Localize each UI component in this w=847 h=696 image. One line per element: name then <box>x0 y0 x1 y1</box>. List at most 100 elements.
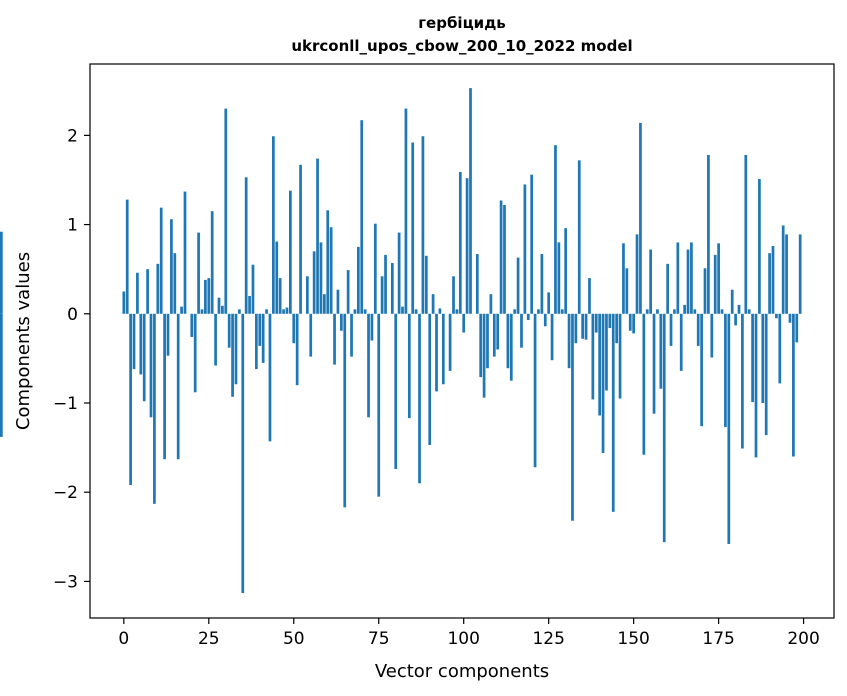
bar <box>622 243 625 314</box>
bar <box>693 309 697 314</box>
bar <box>452 276 455 314</box>
x-tick-label: 150 <box>617 629 649 649</box>
bar <box>557 242 561 314</box>
bar <box>533 313 537 468</box>
bar <box>367 313 370 418</box>
y-tick-label: −2 <box>53 483 78 503</box>
bar <box>771 245 775 314</box>
bar <box>441 313 445 385</box>
bar <box>421 136 425 314</box>
bar <box>156 263 160 314</box>
bar <box>717 243 720 314</box>
bar <box>656 309 659 314</box>
bar <box>683 304 686 314</box>
bar <box>635 234 639 314</box>
bar <box>628 313 632 331</box>
bar <box>200 309 204 314</box>
bar <box>455 309 459 314</box>
bar <box>255 313 258 370</box>
y-tick-label: −3 <box>53 572 78 592</box>
bar <box>509 313 513 381</box>
bar <box>792 313 795 457</box>
x-tick-label: 0 <box>118 629 129 649</box>
bar <box>761 313 765 404</box>
bar <box>639 122 642 314</box>
bar <box>170 219 173 314</box>
bar <box>258 313 262 346</box>
bar <box>159 207 163 314</box>
bar <box>489 294 493 314</box>
bar <box>295 313 299 386</box>
bar <box>316 158 319 314</box>
y-axis-ticks: −3 −2 −1 0 1 2 <box>53 126 90 592</box>
x-tick-label: 100 <box>447 629 479 649</box>
bar <box>758 179 761 314</box>
bar <box>543 313 547 327</box>
bar <box>523 184 527 314</box>
bar <box>598 313 602 416</box>
bar <box>537 309 540 314</box>
bar <box>601 313 605 453</box>
bar <box>581 313 585 339</box>
bar <box>632 313 635 334</box>
bar <box>190 313 194 337</box>
bar <box>404 108 408 314</box>
bar <box>227 313 231 348</box>
bar <box>469 88 472 314</box>
bar <box>251 264 255 314</box>
bar <box>486 313 489 369</box>
bar <box>431 294 435 314</box>
bar <box>435 313 438 392</box>
bar <box>282 309 285 314</box>
bar <box>238 309 241 314</box>
bar <box>142 313 146 402</box>
y-tick-label: 2 <box>67 126 78 146</box>
bar <box>125 199 129 314</box>
bar <box>0 313 3 437</box>
bar <box>734 313 737 326</box>
bar <box>642 313 646 455</box>
y-axis-label: Components values <box>13 252 34 430</box>
bar <box>499 200 503 314</box>
bar <box>217 297 221 314</box>
bar <box>707 154 710 314</box>
bar <box>458 171 462 314</box>
bar <box>611 313 615 512</box>
bar <box>686 249 690 314</box>
bar <box>336 289 340 314</box>
bar <box>506 313 510 369</box>
bar <box>353 309 357 314</box>
bar <box>424 255 428 314</box>
bar <box>673 309 676 314</box>
bar <box>475 254 479 314</box>
bar <box>550 313 554 361</box>
bar <box>360 120 364 314</box>
bar <box>649 249 652 314</box>
bar <box>326 210 330 314</box>
bar <box>547 292 551 314</box>
bar <box>244 177 248 314</box>
bar <box>234 313 238 385</box>
bar <box>764 313 768 436</box>
bar <box>268 313 272 442</box>
bar <box>798 234 802 314</box>
bar <box>662 313 666 543</box>
bar <box>241 313 245 594</box>
bar <box>679 313 683 371</box>
bar <box>122 291 126 314</box>
bar <box>149 313 153 418</box>
bar <box>333 313 336 365</box>
bar <box>751 313 754 403</box>
bar <box>285 307 289 314</box>
x-tick-label: 25 <box>198 629 220 649</box>
bar <box>136 272 139 314</box>
bar <box>713 254 717 314</box>
bar <box>329 227 333 314</box>
bar <box>591 313 595 400</box>
bar <box>343 313 347 508</box>
bar <box>516 257 520 314</box>
bar <box>795 313 799 343</box>
plot-frame <box>89 63 835 619</box>
bar <box>363 309 367 314</box>
